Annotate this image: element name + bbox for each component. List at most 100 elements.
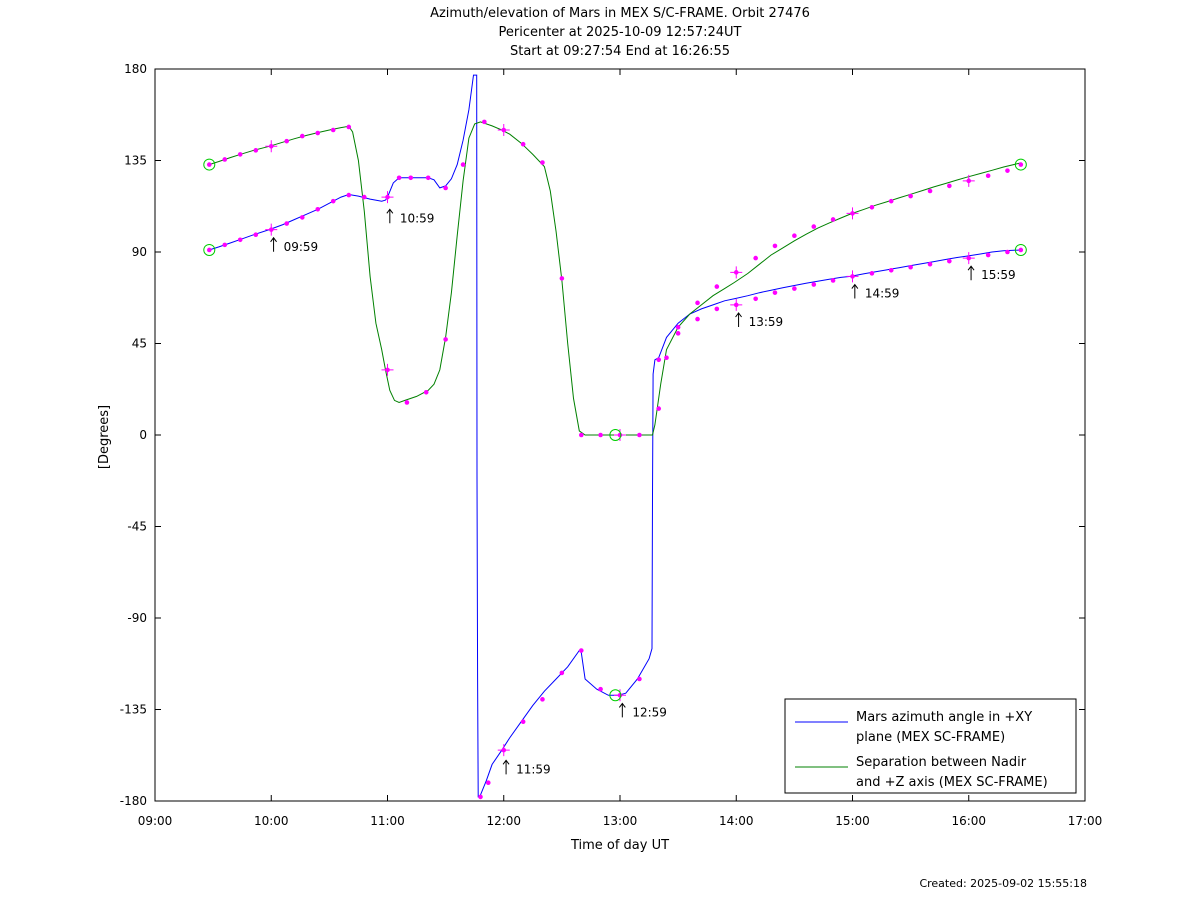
hour-cross-marker: [614, 429, 626, 441]
data-point-azimuth: [753, 296, 758, 302]
data-point-azimuth: [346, 192, 352, 198]
data-point-separation: [578, 432, 584, 438]
data-point-separation: [772, 243, 778, 249]
data-point-separation: [299, 133, 305, 139]
data-point-azimuth: [315, 207, 321, 212]
y-tick-label: 135: [124, 154, 147, 168]
data-point-azimuth: [222, 242, 228, 248]
x-tick-label: 10:00: [254, 814, 289, 828]
series-line-azimuth: [208, 74, 1021, 798]
data-point-azimuth: [485, 780, 491, 785]
data-point-separation: [520, 141, 526, 147]
data-point-azimuth: [695, 316, 700, 322]
data-point-separation: [423, 390, 429, 395]
data-point-azimuth: [284, 221, 290, 226]
annotation-label: 13:59: [749, 315, 784, 329]
data-point-separation: [1005, 168, 1010, 173]
data-point-separation: [559, 276, 565, 281]
data-point-azimuth: [656, 406, 662, 411]
endpoint-circle-marker: [609, 689, 622, 702]
endpoint-circle-marker: [1014, 158, 1027, 171]
hour-cross-marker: [497, 124, 510, 136]
data-point-azimuth: [947, 258, 952, 264]
endpoint-circle-marker: [203, 243, 216, 256]
data-point-separation: [637, 432, 642, 438]
x-axis-label: Time of day UT: [570, 838, 669, 853]
annotation-label: 15:59: [981, 268, 1016, 282]
hour-cross-marker: [962, 252, 975, 265]
data-point-azimuth: [675, 331, 681, 336]
endpoint-circle-marker: [203, 158, 216, 171]
data-point-separation: [695, 300, 700, 306]
endpoint-circle-marker: [609, 429, 622, 441]
annotation-arrow: [967, 265, 975, 281]
data-point-azimuth: [598, 686, 603, 692]
series-layer: [208, 74, 1021, 798]
annotation-layer: 09:59 10:59 11:59 12:59 13:59 14:59 15:59: [270, 208, 1016, 776]
y-tick-label: 180: [124, 62, 147, 76]
data-point-azimuth: [299, 215, 305, 220]
data-point-azimuth: [830, 278, 836, 283]
data-point-separation: [792, 233, 797, 239]
annotation-label: 10:59: [400, 211, 435, 225]
hour-cross-marker: [730, 266, 743, 279]
data-point-separation: [830, 217, 836, 222]
y-axis-label: [Degrees]: [97, 405, 112, 469]
annotation-label: 11:59: [516, 762, 551, 776]
legend-entry-separation-line-2: and +Z axis (MEX SC-FRAME): [856, 775, 1048, 790]
data-point-azimuth: [540, 697, 545, 702]
legend-entry-azimuth-line-2: plane (MEX SC-FRAME): [856, 730, 1005, 745]
annotation-arrow: [735, 312, 742, 327]
data-point-azimuth: [206, 247, 212, 253]
data-point-azimuth: [253, 232, 259, 238]
hour-cross-marker: [846, 207, 859, 220]
data-point-separation: [714, 284, 720, 289]
data-point-azimuth: [811, 282, 817, 287]
hour-cross-marker: [962, 174, 975, 187]
x-tick-label: 16:00: [951, 814, 986, 828]
created-timestamp: Created: 2025-09-02 15:55:18: [919, 877, 1087, 890]
data-point-separation: [330, 127, 336, 133]
data-point-separation: [811, 224, 817, 229]
data-point-separation: [985, 173, 991, 179]
data-point-azimuth: [1005, 249, 1010, 255]
legend-box: [784, 698, 1077, 794]
y-tick-label: -90: [127, 611, 147, 625]
x-tick-label: 15:00: [835, 814, 870, 828]
data-point-azimuth: [1018, 247, 1024, 253]
legend-entry-azimuth-line-1: Mars azimuth angle in +XY: [856, 710, 1032, 725]
data-point-separation: [443, 337, 448, 342]
hour-cross-marker: [846, 270, 859, 283]
annotation-arrow: [618, 702, 626, 718]
x-tick-label: 12:00: [486, 814, 521, 828]
annotation-label: 14:59: [865, 287, 900, 301]
annotation-arrow: [386, 208, 394, 224]
data-point-separation: [1018, 162, 1024, 167]
data-point-azimuth: [520, 719, 526, 724]
data-point-azimuth: [869, 271, 875, 276]
data-point-azimuth: [908, 264, 913, 270]
y-tick-label: 0: [139, 428, 147, 442]
annotation-arrow: [851, 283, 859, 299]
data-point-azimuth: [792, 286, 797, 291]
data-point-separation: [656, 357, 662, 363]
marker-layer: [203, 119, 1027, 800]
data-point-separation: [753, 255, 758, 261]
data-point-azimuth: [330, 198, 336, 204]
chart-title-line-1: Azimuth/elevation of Mars in MEX S/C-FRA…: [430, 6, 810, 21]
data-point-separation: [222, 157, 228, 162]
data-point-separation: [540, 160, 545, 165]
y-tick-label: -135: [120, 703, 147, 717]
data-point-separation: [869, 204, 875, 210]
data-point-separation: [888, 198, 894, 204]
endpoint-circle-marker: [1014, 243, 1027, 256]
y-tick-label: -180: [120, 794, 147, 808]
data-point-azimuth: [772, 290, 778, 295]
annotation-label: 09:59: [284, 240, 319, 254]
data-point-azimuth: [478, 794, 483, 800]
data-point-separation: [908, 193, 913, 199]
data-point-azimuth: [425, 175, 431, 181]
data-point-separation: [253, 148, 259, 153]
data-point-azimuth: [559, 670, 565, 676]
data-point-azimuth: [578, 648, 584, 653]
